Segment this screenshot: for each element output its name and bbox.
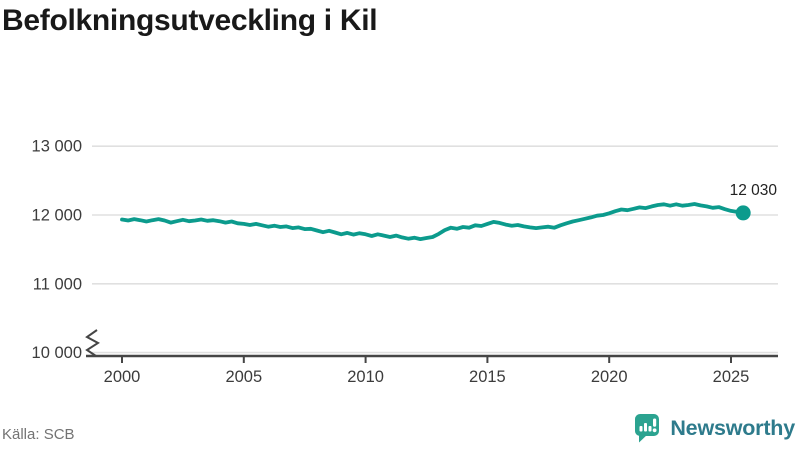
population-line: [120, 202, 746, 241]
y-axis-tick-label: 11 000: [33, 275, 82, 293]
x-axis-tick-label: 2025: [713, 368, 750, 386]
end-point-marker: [735, 205, 751, 221]
population-line-chart: 10 000 11 000 12 000 13 000 2000 2005 2010 2015…: [32, 138, 778, 386]
end-value-label: 12 030: [730, 182, 778, 199]
y-axis-tick-label: 12 000: [32, 207, 82, 225]
x-axis-tick-label: 2015: [469, 368, 506, 386]
x-axis-tick-label: 2000: [104, 368, 141, 386]
x-axis-tick-label: 2005: [225, 368, 262, 386]
x-axis-tick-label: 2010: [347, 368, 384, 386]
x-axis-tick-label: 2020: [591, 368, 628, 386]
newsworthy-logo[interactable]: Newsworthy: [634, 413, 795, 443]
chart-title: Befolkningsutveckling i Kil: [2, 4, 378, 37]
newsworthy-wordmark: Newsworthy: [670, 415, 795, 440]
axis-break-icon: [85, 329, 100, 357]
y-axis-tick-label: 10 000: [32, 344, 82, 362]
newsworthy-icon: [635, 414, 660, 443]
source-label: Källa: SCB: [2, 426, 75, 443]
y-axis-tick-label: 13 000: [32, 138, 82, 156]
